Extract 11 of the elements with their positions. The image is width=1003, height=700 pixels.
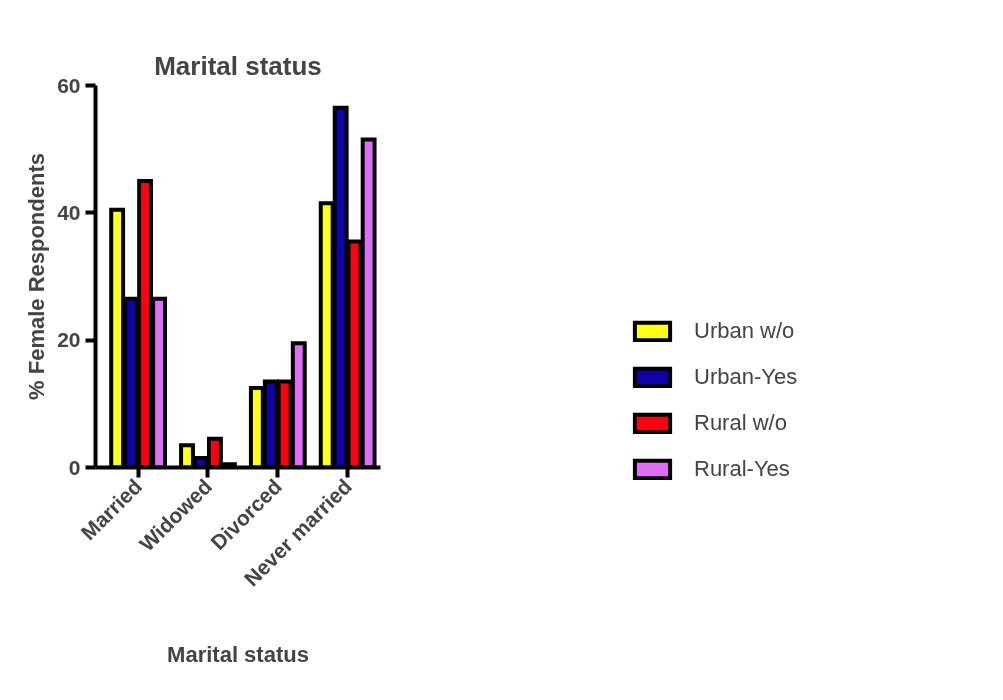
- y-tick-label: 60: [57, 73, 81, 97]
- y-axis-title: % Female Respondents: [24, 153, 50, 400]
- legend-label: Rural-Yes: [694, 456, 790, 482]
- legend-label: Rural w/o: [694, 410, 787, 436]
- y-tick-label: 20: [57, 328, 81, 352]
- chart-title: Marital status: [154, 50, 322, 81]
- legend-label: Urban-Yes: [694, 364, 798, 390]
- y-tick-label: 0: [68, 455, 81, 479]
- x-axis-title: Marital status: [167, 641, 309, 667]
- y-tick-label: 40: [57, 200, 81, 224]
- legend-label: Urban w/o: [694, 318, 795, 344]
